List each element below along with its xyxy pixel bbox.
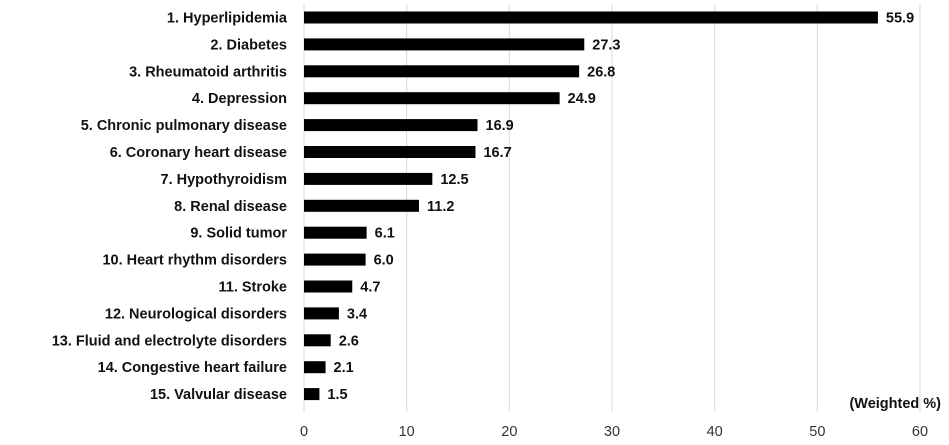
data-label: 2.1	[334, 360, 354, 376]
bar	[304, 119, 478, 132]
bar	[304, 146, 476, 158]
category-label: 1. Hyperlipidemia	[167, 11, 288, 27]
data-label: 6.1	[375, 226, 395, 242]
x-axis-ticks: 0 10 20 30 40 50 60	[300, 424, 928, 440]
x-tick-label: 20	[501, 424, 517, 440]
bar	[304, 172, 433, 185]
category-label: 12. Neurological disorders	[105, 306, 287, 322]
bar	[304, 199, 419, 212]
category-label: 11. Stroke	[218, 280, 287, 296]
bar	[304, 92, 560, 105]
data-label: 16.7	[483, 145, 511, 161]
data-label: 1.5	[327, 387, 347, 403]
bar	[304, 280, 353, 293]
category-label: 15. Valvular disease	[150, 387, 287, 403]
bar	[304, 253, 366, 266]
category-label: 7. Hypothyroidism	[161, 172, 288, 188]
x-axis-title: (Weighted %)	[849, 396, 941, 412]
x-tick-label: 10	[399, 424, 415, 440]
data-label: 24.9	[568, 91, 596, 107]
category-label: 13. Fluid and electrolyte disorders	[52, 333, 287, 349]
bar	[304, 65, 580, 78]
bar	[304, 226, 367, 239]
x-tick-label: 50	[809, 424, 825, 440]
category-label: 9. Solid tumor	[190, 226, 287, 242]
x-tick-label: 0	[300, 424, 308, 440]
x-tick-label: 40	[707, 424, 723, 440]
category-label: 8. Renal disease	[174, 199, 287, 215]
data-label: 16.9	[486, 118, 514, 134]
data-label: 3.4	[347, 306, 367, 322]
data-label: 12.5	[440, 172, 468, 188]
bar	[304, 38, 585, 51]
data-label: 26.8	[587, 64, 615, 80]
data-label: 6.0	[374, 253, 394, 269]
data-label: 27.3	[592, 37, 620, 53]
category-label: 2. Diabetes	[210, 37, 287, 53]
category-label: 10. Heart rhythm disorders	[102, 253, 287, 269]
category-label: 14. Congestive heart failure	[98, 360, 287, 376]
bar	[304, 388, 320, 401]
category-label: 4. Depression	[192, 91, 287, 107]
data-label: 4.7	[360, 280, 380, 296]
bar	[304, 307, 339, 320]
category-labels: 1. Hyperlipidemia 2. Diabetes 3. Rheumatoi…	[52, 11, 288, 404]
data-label: 2.6	[339, 333, 359, 349]
x-tick-label: 60	[912, 424, 928, 440]
data-label: 11.2	[427, 199, 454, 215]
bars	[304, 11, 878, 401]
data-label: 55.9	[886, 11, 914, 27]
category-label: 3. Rheumatoid arthritis	[129, 64, 287, 80]
value-labels: 55.9 27.3 26.8 24.9 16.9 16.7 12.5 11.2 6.1 6.0 4.…	[327, 11, 914, 404]
bar	[304, 11, 878, 24]
category-label: 5. Chronic pulmonary disease	[81, 118, 287, 134]
bar	[304, 361, 326, 374]
bar	[304, 334, 331, 347]
category-label: 6. Coronary heart disease	[110, 145, 287, 161]
x-tick-label: 30	[604, 424, 620, 440]
